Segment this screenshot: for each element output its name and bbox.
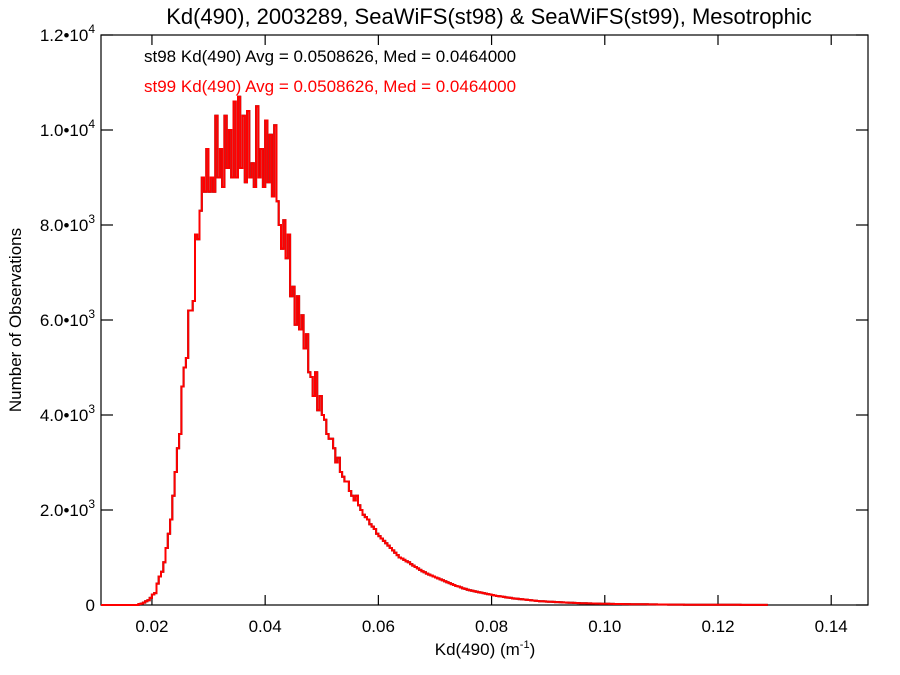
x-tick-label: 0.12 <box>701 617 734 636</box>
y-tick-label: 1.2•104 <box>40 22 96 45</box>
x-tick-label: 0.06 <box>362 617 395 636</box>
y-axis-label: Number of Observations <box>6 228 25 412</box>
y-tick-label: 4.0•103 <box>40 402 96 425</box>
x-tick-label: 0.04 <box>249 617 282 636</box>
series-st99 <box>101 95 768 606</box>
y-tick-label: 6.0•103 <box>40 307 96 330</box>
series-st98 <box>101 95 768 606</box>
y-tick-label: 2.0•103 <box>40 497 96 520</box>
stats-st99: st99 Kd(490) Avg = 0.0508626, Med = 0.04… <box>144 77 516 96</box>
x-tick-label: 0.14 <box>815 617 848 636</box>
stats-st98: st98 Kd(490) Avg = 0.0508626, Med = 0.04… <box>144 47 516 66</box>
y-tick-label: 1.0•104 <box>40 117 96 140</box>
x-axis-label: Kd(490) (m-1) <box>435 639 535 659</box>
chart-title: Kd(490), 2003289, SeaWiFS(st98) & SeaWiF… <box>166 4 812 29</box>
x-tick-label: 0.10 <box>588 617 621 636</box>
x-tick-label: 0.08 <box>475 617 508 636</box>
y-axis: 0 2.0•103 4.0•103 6.0•103 8.0•103 1.0•104 1.2•… <box>40 22 868 615</box>
y-tick-label: 0 <box>86 596 95 615</box>
series-st99-line <box>101 95 768 606</box>
series-st98-line <box>101 95 768 606</box>
x-axis: 0.02 0.04 0.06 0.08 0.10 0.12 0.14 <box>135 35 848 636</box>
y-tick-label: 8.0•103 <box>40 212 96 235</box>
x-tick-label: 0.02 <box>135 617 168 636</box>
